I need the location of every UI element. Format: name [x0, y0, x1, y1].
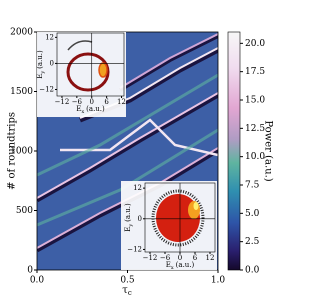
colorbar-tick-label: 0.0 — [245, 266, 260, 276]
y-tick-label: 1000 — [10, 147, 33, 157]
y-tick-label: 2000 — [10, 28, 33, 38]
inset-ylabel-label: Ey (a.u.) — [124, 203, 134, 232]
colorbar-tick-label: 2.5 — [245, 237, 260, 247]
label-symbol: E — [36, 74, 44, 79]
label-symbol: E — [76, 105, 81, 113]
inset-x-tick-label: 0 — [178, 254, 182, 262]
colorbar — [227, 31, 241, 271]
colorbar-tick-label: 10.0 — [245, 152, 265, 162]
inset-1-pattern — [66, 40, 110, 92]
inset-ylabel-label: Ey (a.u.) — [36, 50, 46, 79]
inset-y-tick-label: −12 — [127, 245, 142, 253]
label-symbol: E — [166, 261, 171, 269]
label-unit: (a.u.) — [176, 261, 195, 269]
inset-frame — [56, 32, 125, 97]
inset-x-tick-label: 0 — [90, 98, 94, 106]
y-axis-label: # of roundtrips — [7, 112, 18, 190]
inset-x-tick-label: −6 — [72, 98, 83, 106]
colorbar-tick-label: 5.0 — [245, 209, 260, 219]
inset-y-tick-label: 12 — [133, 184, 142, 192]
label-unit: (a.u.) — [124, 203, 132, 222]
label-unit: (a.u.) — [36, 50, 44, 69]
inset-y-tick-label: 12 — [45, 33, 54, 41]
inset-x-tick-label: 6 — [104, 98, 109, 106]
colorbar-tick-label: 7.5 — [245, 181, 260, 191]
x-axis-label: τc — [122, 285, 132, 298]
x-tick-label: 1.0 — [211, 276, 226, 286]
label-symbol: E — [124, 227, 132, 232]
x-tick-label: 0.0 — [30, 276, 45, 286]
colorbar-tick-label: 20.0 — [245, 39, 265, 49]
colorbar-tick-label: 15.0 — [245, 96, 265, 106]
inset-y-tick-label: 0 — [50, 59, 54, 67]
y-tick-label: 500 — [16, 206, 33, 216]
y-tick-label: 1500 — [10, 87, 33, 97]
x-tick-label: 0.5 — [120, 276, 135, 286]
inset-xlabel-label: Ex (a.u.) — [166, 261, 195, 271]
inset-x-tick-label: −6 — [160, 254, 171, 262]
y-tick-label: 0 — [27, 266, 33, 276]
figure: # of roundtrips τc Power (a.u.) 0.0 0.5 1.… — [7, 28, 274, 298]
inset-x-tick-label: −12 — [143, 254, 158, 262]
inset-y-tick-label: 0 — [138, 215, 142, 223]
label-subscript: x — [171, 265, 174, 271]
colorbar-label: Power (a.u.) — [263, 120, 274, 181]
colorbar-tick-label: 12.5 — [245, 124, 265, 134]
inset-2-pattern — [151, 189, 205, 247]
inset-x-tick-label: 12 — [117, 98, 126, 106]
colorbar-tick-label: 17.5 — [245, 67, 265, 77]
inset-x-tick-label: 6 — [193, 254, 198, 262]
inset-background — [37, 32, 126, 117]
label-unit: (a.u.) — [86, 105, 105, 113]
inset-y-tick-label: −12 — [39, 85, 54, 93]
label-subscript: y — [128, 224, 134, 228]
inset-xlabel-label: Ex (a.u.) — [76, 105, 105, 115]
label-subscript: x — [81, 109, 84, 115]
heatmap — [37, 32, 218, 270]
label-subscript: y — [40, 71, 46, 75]
inset-x-tick-label: −12 — [55, 98, 70, 106]
inset-x-tick-label: 12 — [206, 254, 215, 262]
